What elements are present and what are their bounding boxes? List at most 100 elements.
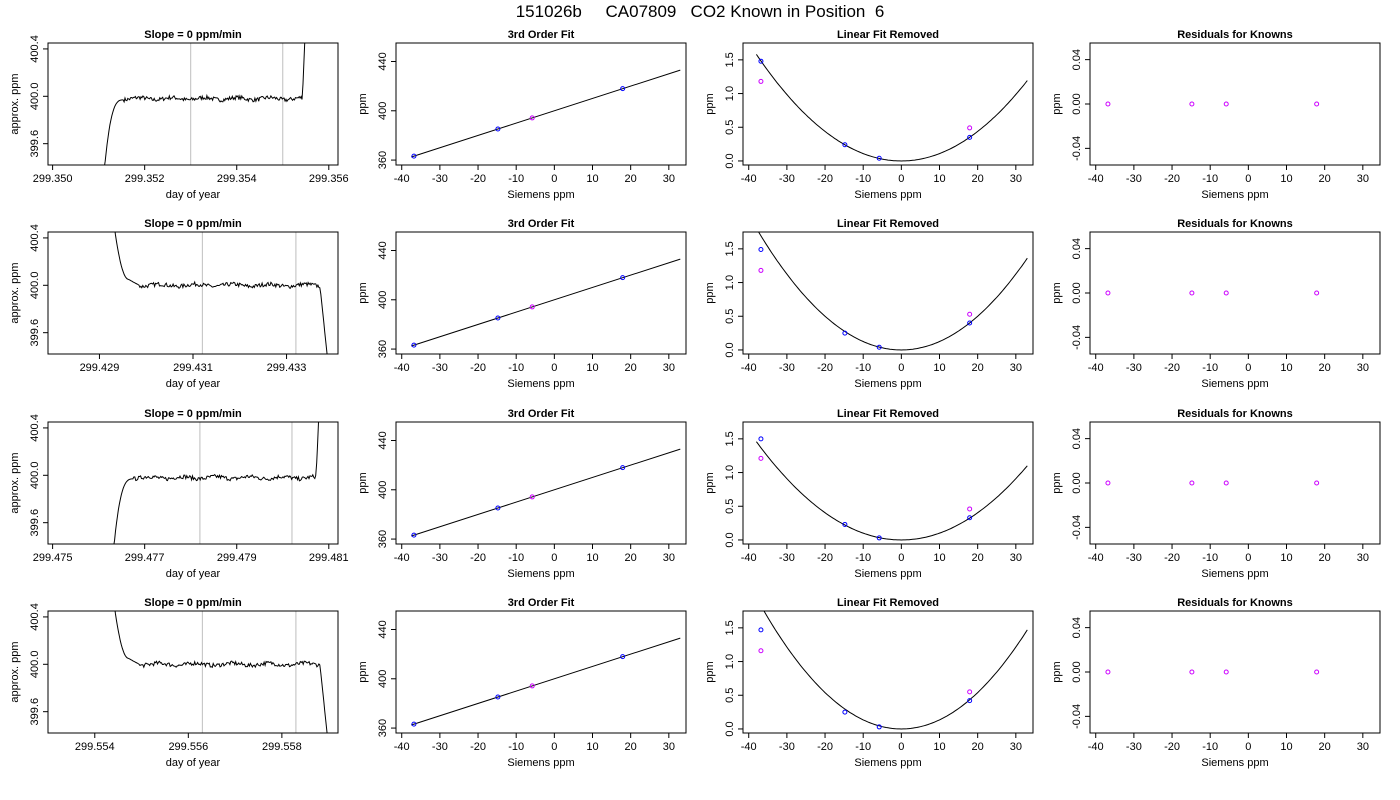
plot-area [758,611,1028,730]
data-point [620,465,626,471]
panel-title: Slope = 0 ppm/min [144,29,242,41]
known-point [758,648,764,654]
x-axis-label: Siemens ppm [854,189,921,201]
y-axis-label: ppm [1051,472,1063,493]
plot-frame [742,42,1034,166]
y-tick-label: 0.5 [724,309,736,324]
plot-frame [742,231,1034,355]
x-tick-label: -40 [394,552,410,564]
data-point [876,724,882,730]
x-tick-label: -30 [779,552,795,564]
panel-title: Residuals for Knowns [1177,597,1293,609]
x-tick-label: 0 [1245,552,1251,564]
x-tick-label: -10 [508,741,524,753]
known-point [529,683,535,689]
x-axis-label: Siemens ppm [1201,757,1268,769]
y-tick-label: 1.5 [724,431,736,446]
x-tick-label: 30 [663,741,675,753]
x-tick-label: -10 [508,552,524,564]
panel-r3c1: Slope = 0 ppm/min 299.475 299.477 299.479 29… [9,408,349,580]
known-point [758,267,764,273]
panel-r1c2: 3rd Order Fit -40 -30 -20 -10 0 10 20 30 360 400 44… [357,29,687,201]
y-tick-label: 399.6 [29,698,41,726]
x-tick-label: 30 [1357,552,1369,564]
y-tick-label: 1.5 [724,241,736,256]
x-axis-label: Siemens ppm [1201,378,1268,390]
x-tick-label: -10 [1202,741,1218,753]
data-point [495,694,501,700]
x-axis-label: Siemens ppm [507,189,574,201]
data-point [967,320,973,326]
x-tick-label: 30 [663,173,675,185]
plot-area [1105,480,1320,486]
x-axis-label: Siemens ppm [1201,189,1268,201]
known-point [967,125,973,131]
y-tick-label: 0.00 [1071,93,1083,114]
x-tick-label: -10 [508,173,524,185]
y-tick-label: 400 [377,670,389,688]
x-tick-label: 20 [972,741,984,753]
panel-title: Residuals for Knowns [1177,29,1293,41]
known-point [1189,101,1195,107]
y-axis-label: ppm [357,93,369,114]
plot-area [1105,669,1320,675]
x-tick-label: 20 [972,552,984,564]
y-tick-label: -0.04 [1071,704,1083,729]
x-tick-label: -10 [1202,362,1218,374]
x-tick-label: -30 [432,741,448,753]
y-tick-label: 0.0 [724,153,736,168]
plot-area [1105,101,1320,107]
x-tick-label: -40 [741,741,757,753]
data-point [967,515,973,521]
x-tick-label: 0 [898,552,904,564]
fit-line [411,258,681,347]
panel-title: 3rd Order Fit [508,597,575,609]
y-axis-label: approx. ppm [9,452,21,513]
y-tick-label: 400.0 [29,651,41,679]
data-point [495,126,501,132]
panel-r2c3: Linear Fit Removed -40 -30 -20 -10 0 10 20 30 0.0… [704,218,1034,390]
x-tick-label: -40 [1088,552,1104,564]
y-tick-label: 0.0 [724,721,736,736]
known-point [967,689,973,695]
known-point [1105,480,1111,486]
x-tick-label: 10 [1280,173,1292,185]
x-tick-label: -30 [779,741,795,753]
known-point [1314,290,1320,296]
y-axis-label: ppm [704,93,716,114]
x-tick-label: -10 [855,552,871,564]
panel-r3c2: 3rd Order Fit -40 -30 -20 -10 0 10 20 30 360 400 44… [357,408,687,580]
known-point [1314,669,1320,675]
known-point [529,115,535,121]
plot-frame [395,231,687,355]
data-point [758,627,764,633]
x-tick-label: 30 [1010,173,1022,185]
x-tick-label: -30 [432,362,448,374]
data-trace [114,611,328,733]
x-tick-label: 30 [663,552,675,564]
x-tick-label: 10 [1280,362,1292,374]
x-tick-label: 0 [1245,741,1251,753]
y-tick-label: 0.00 [1071,282,1083,303]
x-axis-label: Siemens ppm [507,757,574,769]
panel-title: Residuals for Knowns [1177,408,1293,420]
y-tick-label: 400 [377,102,389,120]
y-tick-label: -0.04 [1071,515,1083,540]
x-tick-label: -20 [470,173,486,185]
y-axis-label: ppm [357,282,369,303]
x-tick-label: 299.556 [168,741,208,753]
x-axis-label: day of year [166,378,221,390]
y-tick-label: 0.5 [724,120,736,135]
y-tick-label: 0.04 [1071,49,1083,70]
x-tick-label: 0 [898,741,904,753]
y-tick-label: 400 [377,481,389,499]
x-tick-label: 299.433 [267,362,307,374]
x-tick-label: 10 [1280,741,1292,753]
plot-frame [47,42,339,166]
panel-r2c2: 3rd Order Fit -40 -30 -20 -10 0 10 20 30 360 400 44… [357,218,687,390]
panel-r2c4: Residuals for Knowns -40 -30 -20 -10 0 10 20 30 -… [1051,218,1381,390]
fit-line [411,637,681,726]
x-axis-label: Siemens ppm [1201,568,1268,580]
known-point [1223,480,1229,486]
panel-r2c1: Slope = 0 ppm/min 299.429 299.431 299.433 39… [9,218,339,390]
